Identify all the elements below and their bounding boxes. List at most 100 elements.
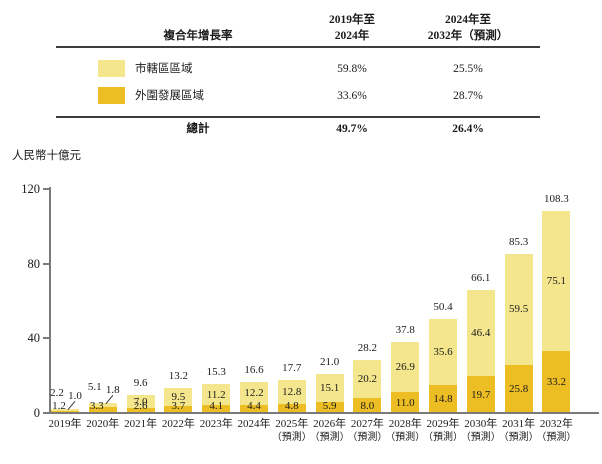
bar-outer-label: 4.1: [209, 400, 224, 412]
bar-outer-label: 14.8: [433, 393, 453, 406]
bar-segment-outer: [88, 406, 117, 413]
bar-segment-urban: [88, 403, 117, 407]
bar-segment-outer: [164, 406, 193, 413]
bar-outer-label: 19.7: [471, 388, 491, 401]
x-axis-label: 2023年: [199, 418, 233, 430]
y-axis-tick-label: 40: [27, 331, 41, 346]
bar-urban-label: 59.5: [508, 303, 529, 316]
legend-label-urban: 市轄區區域: [135, 63, 193, 75]
table-header-period2-line2: 2032年（預測）: [427, 30, 509, 42]
y-axis-line: [49, 187, 51, 413]
x-axis-label-forecast: （預測）: [347, 432, 388, 443]
x-axis-label: 2029年 （預測）: [415, 418, 471, 444]
table-header-period1-line1: 2019年至: [329, 14, 375, 26]
bar-urban-label: 1.8: [105, 384, 120, 397]
cagr-urban-period2: 25.5%: [453, 63, 483, 75]
bar-urban-label: 12.2: [244, 387, 264, 400]
x-axis-label-forecast: （預測）: [460, 432, 501, 443]
bar-segment-urban: [391, 342, 420, 393]
bar-segment-urban: [240, 382, 268, 405]
bar-outer-label: 8.0: [360, 399, 375, 412]
table-header-period1-line2: 2024年: [334, 30, 370, 42]
total-row-label: 總計: [186, 123, 210, 135]
y-axis-tick-label: 120: [21, 182, 40, 196]
bar-total-label: 16.6: [244, 364, 264, 376]
table-rule-bottom: [56, 116, 540, 118]
bar-segment-urban: [466, 289, 495, 377]
x-axis-label: 2026年 （預測）: [302, 418, 358, 444]
table-rule-top: [56, 46, 540, 48]
legend-swatch-outer: [98, 87, 125, 104]
total-cagr-period1: 49.7%: [336, 123, 368, 135]
bar-urban-label: 7.0: [133, 395, 148, 408]
bar-outer-label: 2.6: [133, 400, 148, 412]
x-axis-label-forecast: （預測）: [271, 432, 312, 443]
bar-segment-outer: [466, 376, 495, 413]
cagr-outer-period2: 28.7%: [453, 90, 483, 102]
bar-segment-urban: [504, 253, 533, 365]
bar-segment-outer: [126, 408, 155, 413]
legend-label-outer: 外圍發展區域: [135, 90, 204, 102]
bar-segment-outer: [504, 364, 533, 413]
bar-segment-urban: [353, 360, 382, 399]
table-header-period1: 2019年至 2024年: [302, 12, 402, 44]
bar-segment-outer: [315, 401, 344, 413]
bar-segment-outer: [542, 351, 571, 413]
stacked-bar-chart: 0 40 80 120 2.2 1.0 1.2 2019年 5.1 1.8 3.3 2020年 9.6 7…: [0, 175, 602, 464]
bar-segment-urban: [429, 318, 457, 386]
x-axis-label-forecast: （預測）: [498, 432, 539, 443]
bar-total-label: 50.4: [433, 300, 453, 313]
bar-total-label: 21.0: [319, 355, 340, 368]
table-header-period2: 2024年至 2032年（預測）: [398, 12, 538, 44]
bar-total-label: 66.1: [471, 271, 491, 284]
bar-segment-urban: [164, 388, 193, 407]
bar-outer-label: 3.3: [89, 400, 104, 412]
bar-urban-label: 75.1: [546, 274, 567, 287]
cagr-urban-period1: 59.8%: [337, 63, 367, 75]
y-axis-tick: [43, 337, 50, 340]
chart-unit-label: 人民幣十億元: [12, 150, 81, 162]
bar-segment-urban: [315, 373, 344, 402]
x-axis-label: 2020年: [86, 418, 120, 430]
total-cagr-period2: 26.4%: [452, 123, 484, 135]
cagr-outer-period1: 33.6%: [337, 90, 367, 102]
y-axis-tick-label: 0: [33, 406, 40, 420]
x-axis-label-forecast: （預測）: [309, 432, 350, 443]
bar-segment-outer: [277, 404, 306, 413]
bar-segment-outer: [51, 410, 79, 413]
bar-total-label: 2.2: [50, 386, 64, 399]
x-axis-line: [49, 412, 599, 414]
x-axis-label-forecast: （預測）: [385, 432, 426, 443]
bar-outer-label: 4.8: [284, 400, 299, 412]
bar-total-label: 108.3: [544, 192, 569, 205]
x-axis-label: 2024年: [237, 418, 271, 430]
bar-total-label: 85.3: [508, 235, 529, 248]
x-axis-label-forecast: （預測）: [423, 432, 463, 443]
table-header-period2-line1: 2024年至: [445, 14, 491, 26]
x-axis-label: 2028年 （預測）: [377, 418, 433, 444]
x-axis-label: 2032年 （預測）: [528, 418, 584, 444]
x-axis-label: 2025年 （預測）: [264, 418, 320, 444]
bar-urban-label: 20.2: [357, 373, 378, 386]
x-axis-label: 2019年: [48, 418, 82, 430]
bar-segment-outer: [240, 404, 268, 413]
bar-total-label: 15.3: [206, 366, 226, 379]
bar-segment-outer: [429, 385, 457, 413]
bar-total-label: 9.6: [133, 377, 148, 390]
bar-urban-label: 26.9: [395, 361, 415, 374]
bar-segment-urban: [51, 408, 79, 411]
bar-outer-label: 5.9: [322, 400, 337, 412]
bar-urban-label: 46.4: [471, 326, 491, 339]
bar-urban-label: 35.6: [433, 346, 453, 359]
bar-segment-urban: [126, 395, 155, 409]
x-axis-label: 2022年: [161, 418, 195, 430]
bar-segment-outer: [202, 405, 231, 413]
table-header-metric: 複合年增長率: [163, 30, 233, 42]
y-axis-tick: [43, 188, 50, 190]
bar-urban-label: 12.8: [282, 386, 302, 398]
bar-total-label: 37.8: [395, 324, 415, 337]
bar-outer-label: 3.7: [171, 400, 186, 412]
bar-segment-outer: [391, 392, 420, 413]
bar-urban-label: 15.1: [319, 381, 340, 394]
x-axis-label: 2021年: [124, 418, 158, 430]
